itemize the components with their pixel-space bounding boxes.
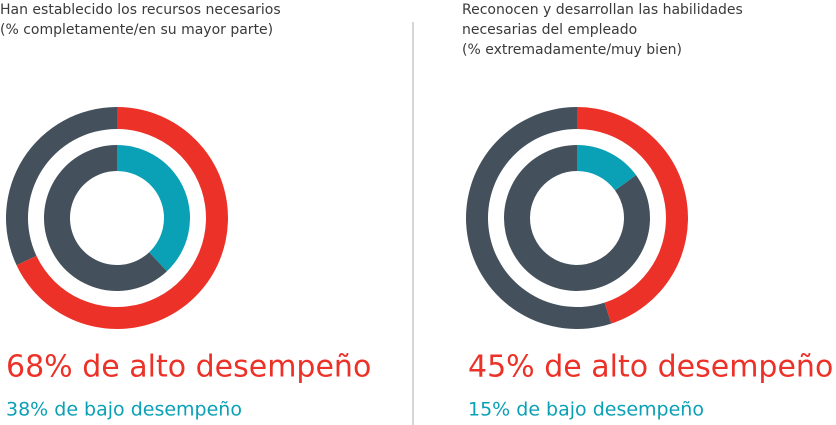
chart-title: Reconocen y desarrollan las habilidades: [462, 2, 743, 18]
low-performance-label: 38% de bajo desempeño: [6, 399, 242, 421]
ring-remainder: [503, 145, 650, 291]
chart-title: (% extremadamente/muy bien): [462, 42, 682, 58]
chart-title: (% completamente/en su mayor parte): [0, 22, 273, 38]
low-performance-label: 15% de bajo desempeño: [468, 399, 704, 421]
ring-value: [117, 145, 191, 272]
ring-remainder: [5, 107, 118, 266]
ring-remainder: [465, 107, 612, 329]
ring-value: [577, 107, 688, 324]
high-performance-label: 45% de alto desempeño: [468, 350, 833, 385]
chart-title: necesarias del empleado: [462, 22, 637, 38]
ring-remainder: [44, 145, 167, 292]
chart-title: Han establecido los recursos necesarios: [0, 2, 281, 18]
high-performance-label: 68% de alto desempeño: [6, 350, 371, 385]
ring-value: [577, 145, 637, 191]
